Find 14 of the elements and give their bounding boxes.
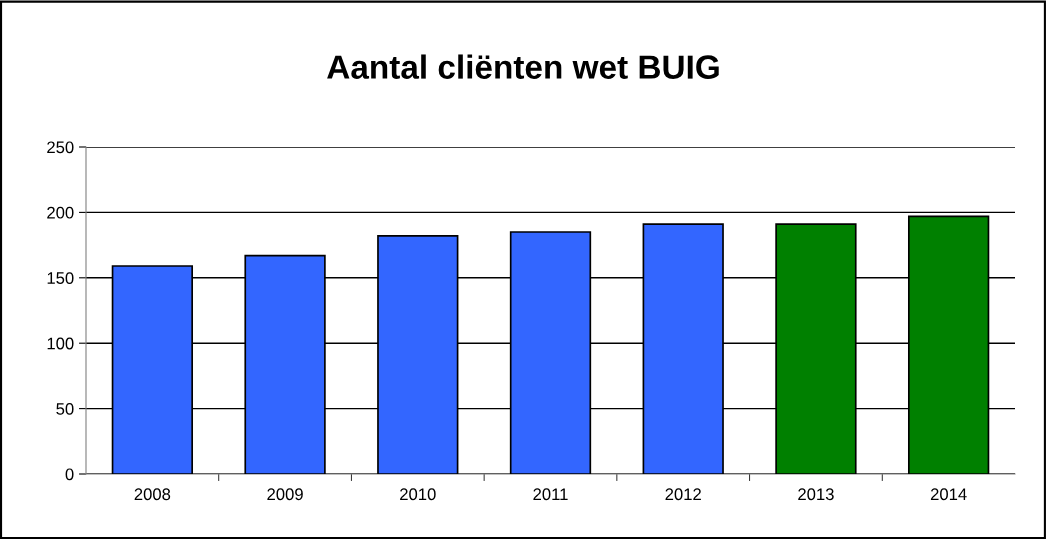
y-tick-label: 0 (65, 468, 74, 481)
y-tick-label: 100 (47, 337, 74, 350)
chart-title: Aantal cliënten wet BUIG (327, 54, 719, 79)
x-tick-label: 2010 (400, 488, 436, 501)
x-tick-label: 2014 (930, 488, 967, 501)
x-tick-label: 2012 (665, 488, 701, 501)
x-tick-label: 2011 (533, 488, 568, 501)
y-tick-label: 50 (56, 403, 74, 415)
x-tick-label: 2009 (267, 488, 303, 501)
y-tick-label: 150 (47, 272, 74, 284)
x-tick-label: 2008 (134, 488, 171, 501)
y-tick-label: 250 (47, 141, 74, 154)
y-tick-label: 200 (47, 206, 74, 219)
x-tick-label: 2013 (798, 488, 834, 501)
